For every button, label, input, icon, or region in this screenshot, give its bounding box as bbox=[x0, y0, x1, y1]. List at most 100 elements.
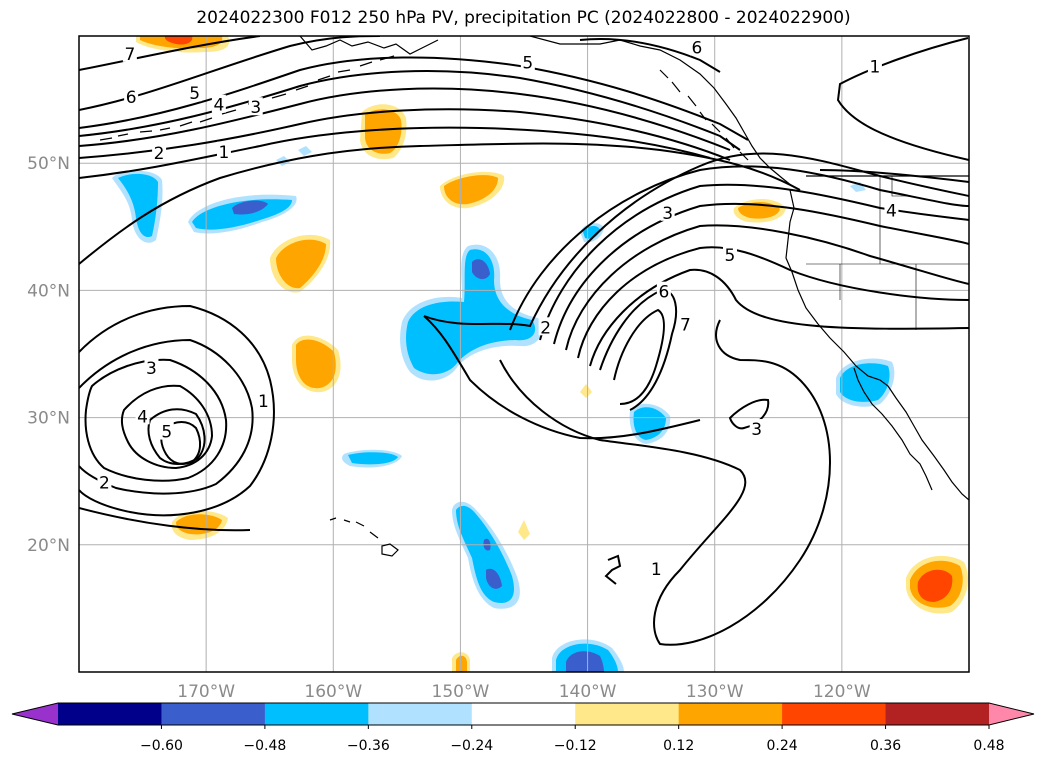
latitude-tick-label: 30°N bbox=[27, 409, 70, 429]
pv-contour-label: 7 bbox=[680, 316, 691, 336]
longitude-tick-label: 140°W bbox=[559, 682, 617, 702]
pv-contour-label: 1 bbox=[219, 143, 230, 163]
colorbar-outline bbox=[11, 702, 1035, 726]
pv-contour bbox=[79, 338, 254, 495]
colorbar-segment bbox=[678, 703, 783, 725]
pv-contour-label: 3 bbox=[146, 359, 157, 379]
pv-contour bbox=[79, 70, 741, 151]
pv-contour bbox=[423, 152, 969, 328]
contour-label-backdrop bbox=[678, 314, 693, 333]
colorbar-segment bbox=[782, 703, 887, 725]
pv-contour bbox=[79, 126, 711, 179]
contour-label-backdrop bbox=[656, 281, 671, 300]
pv-contour-label: 2 bbox=[154, 144, 165, 164]
pv-contour-label: 4 bbox=[213, 96, 224, 116]
pv-contour-label: 5 bbox=[522, 54, 533, 74]
longitude-tick-label: 130°W bbox=[686, 682, 744, 702]
contour-label-backdrop bbox=[884, 200, 899, 219]
pv-contour bbox=[79, 56, 749, 141]
pv-contour bbox=[120, 384, 214, 470]
precip-positive-patch bbox=[456, 655, 467, 672]
pv-contour bbox=[79, 36, 261, 71]
latitude-tick-label: 40°N bbox=[27, 281, 70, 301]
latitude-tick-label: 50°N bbox=[27, 154, 70, 174]
contour-label-backdrop bbox=[722, 244, 737, 263]
colorbar-tick-label: −0.36 bbox=[347, 738, 390, 754]
precip-positive-patch bbox=[518, 520, 530, 540]
pv-contour bbox=[565, 224, 969, 351]
precip-negative-patch bbox=[232, 200, 268, 215]
precip-negative-patch bbox=[840, 363, 890, 402]
colorbar-tick-label: 0.24 bbox=[767, 738, 798, 754]
colorbar-tick-label: 0.36 bbox=[870, 738, 901, 754]
contour-label-backdrop bbox=[124, 87, 139, 106]
state-borders bbox=[806, 176, 969, 330]
contour-label-backdrop bbox=[144, 357, 159, 376]
pv-contour-label: 6 bbox=[658, 283, 669, 303]
precip-negative-patch bbox=[486, 568, 502, 589]
pv-contour bbox=[160, 421, 202, 465]
pv-contour bbox=[589, 268, 969, 367]
pv-contour bbox=[509, 165, 969, 331]
pv-contour-label: 2 bbox=[99, 473, 110, 493]
contour-label-backdrop bbox=[749, 419, 764, 438]
contour-label-backdrop bbox=[216, 141, 231, 160]
colorbar: −0.60 −0.48 −0.36 −0.24 −0.12 0.12 0.24 0.36 0.4… bbox=[11, 702, 1035, 754]
colorbar-segment bbox=[885, 703, 990, 725]
pv-contour bbox=[79, 507, 251, 532]
precip-negative-patch bbox=[472, 259, 490, 280]
colorbar-extend-max bbox=[989, 703, 1034, 725]
precip-positive-patch bbox=[365, 109, 402, 154]
precip-positive-patch bbox=[164, 36, 193, 45]
pv-contour-label: 1 bbox=[870, 58, 881, 78]
pv-contour bbox=[79, 87, 731, 151]
map-title: 2024022300 F012 250 hPa PV, precipitatio… bbox=[196, 8, 851, 28]
longitude-tick-label: 170°W bbox=[177, 682, 235, 702]
map-frame bbox=[78, 35, 970, 673]
pv-contour-label: 3 bbox=[662, 204, 673, 224]
pv-contour-layer bbox=[79, 36, 969, 646]
colorbar-segment bbox=[368, 703, 473, 725]
baja-peninsula bbox=[853, 367, 933, 491]
pv-contour bbox=[553, 202, 969, 345]
contour-label-backdrop bbox=[187, 83, 202, 102]
contour-label-backdrop bbox=[97, 472, 112, 491]
colorbar-tick-label: −0.24 bbox=[450, 738, 493, 754]
hawaii-islands bbox=[329, 517, 399, 557]
pv-contour bbox=[79, 304, 275, 517]
pv-contour-label: 6 bbox=[126, 88, 137, 108]
pv-contour bbox=[728, 398, 770, 430]
colorbar-segment bbox=[575, 703, 680, 725]
contour-label-backdrop bbox=[159, 421, 174, 440]
precip-positive-patch bbox=[276, 239, 326, 289]
pv-contour bbox=[147, 408, 206, 465]
longitude-tick-label: 150°W bbox=[432, 682, 490, 702]
colorbar-tick-label: 0.48 bbox=[973, 738, 1004, 754]
longitude-tick-label: 120°W bbox=[813, 682, 871, 702]
precip-negative-patch bbox=[566, 651, 604, 672]
pv-contour bbox=[84, 358, 228, 482]
pv-contour-label: 6 bbox=[692, 38, 703, 58]
pv-contour-label: 5 bbox=[189, 84, 200, 104]
colorbar-segment bbox=[471, 703, 576, 725]
precip-positive-patch bbox=[580, 384, 592, 398]
precip-positive-patch bbox=[917, 569, 953, 602]
us-west-coast bbox=[785, 189, 969, 501]
contour-label-backdrop bbox=[256, 391, 271, 410]
colorbar-tick-label: −0.60 bbox=[140, 738, 183, 754]
pv-contour bbox=[79, 142, 801, 265]
alaska-coast bbox=[299, 36, 793, 187]
colorbar-segment bbox=[161, 703, 266, 725]
coastline-layer bbox=[99, 36, 969, 557]
pv-contour bbox=[604, 554, 622, 585]
longitude-axis-labels: 170°W 160°W 150°W 140°W 130°W 120°W bbox=[177, 682, 871, 702]
contour-label-backdrop bbox=[660, 202, 675, 221]
pv-contour bbox=[499, 319, 831, 646]
pv-contour bbox=[819, 169, 969, 183]
contour-label-backdrop bbox=[248, 97, 263, 116]
precip-negative-patch bbox=[633, 407, 666, 440]
pv-contour bbox=[539, 183, 969, 341]
pv-contour-label: 5 bbox=[161, 423, 172, 443]
